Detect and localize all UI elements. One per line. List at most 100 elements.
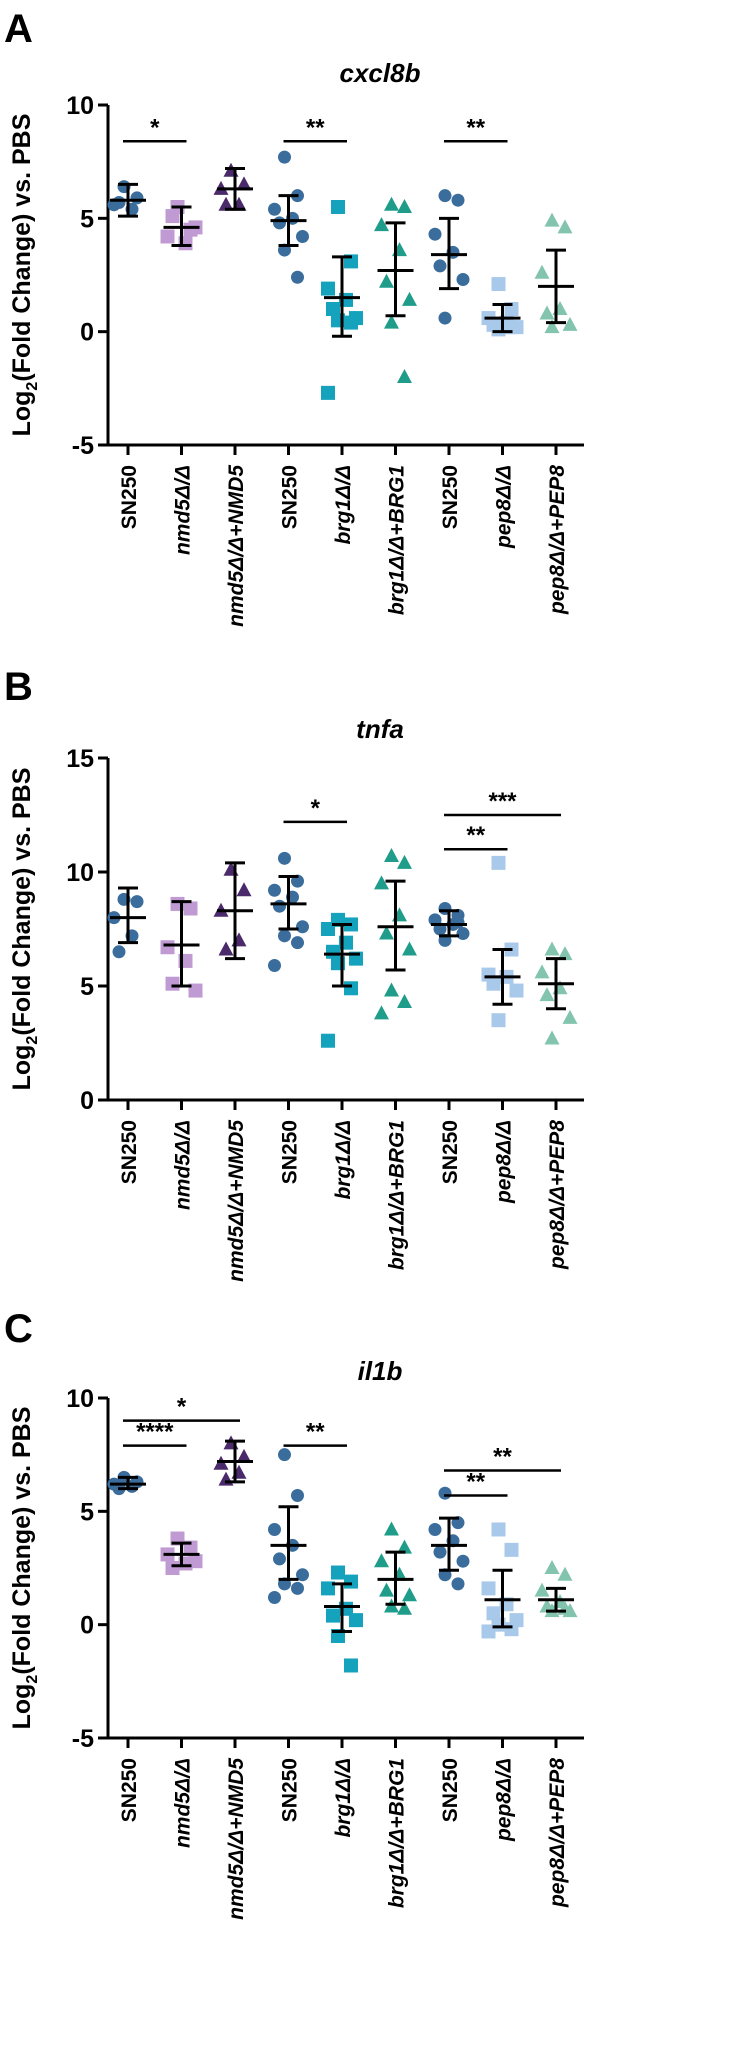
data-point-triangle <box>384 982 399 997</box>
data-point-circle <box>268 1590 281 1604</box>
series-2 <box>213 1435 253 1486</box>
data-point-triangle <box>379 1582 394 1597</box>
data-point-circle <box>278 1448 291 1462</box>
data-point-triangle <box>557 946 573 961</box>
series-0 <box>107 886 146 959</box>
data-point-circle <box>438 1486 452 1500</box>
series-7 <box>481 855 524 1028</box>
y-axis-label-rest: (Fold Change) vs. PBS <box>8 768 36 1036</box>
y-tick-label: 10 <box>66 859 94 887</box>
data-point-circle <box>433 259 447 273</box>
series-7 <box>481 1522 524 1639</box>
y-axis-label-log: Log <box>8 391 36 437</box>
x-tick-label: SN250 <box>439 1120 462 1184</box>
data-point-circle <box>456 927 470 941</box>
data-point-square <box>321 281 335 296</box>
significance-label: ** <box>466 114 485 141</box>
chart-title: il1b <box>358 1356 403 1386</box>
x-tick-label: nmd5Δ/Δ+NMD5 <box>225 465 248 627</box>
data-point-circle <box>273 899 286 913</box>
x-tick-label: SN250 <box>439 1758 462 1822</box>
data-point-triangle <box>374 1005 389 1020</box>
data-point-triangle <box>544 941 560 956</box>
significance-label: ** <box>466 822 485 849</box>
series-8 <box>534 212 578 334</box>
y-tick-label: -5 <box>72 1725 94 1753</box>
data-point-triangle <box>384 314 399 329</box>
data-point-circle <box>273 216 286 230</box>
data-point-square <box>491 277 506 292</box>
data-point-triangle <box>218 941 234 956</box>
data-point-circle <box>296 229 309 243</box>
data-point-circle <box>291 270 304 284</box>
data-point-square <box>344 1658 358 1673</box>
data-point-triangle <box>544 319 560 334</box>
y-axis-label-subscript: 2 <box>24 1036 41 1045</box>
significance-label: ** <box>306 1419 325 1446</box>
y-tick-label: 10 <box>66 1385 94 1413</box>
data-point-triangle <box>218 196 234 211</box>
y-tick-label: -5 <box>72 432 94 460</box>
data-point-circle <box>296 1568 309 1582</box>
data-point-square <box>491 1522 506 1537</box>
data-point-circle <box>291 1581 304 1595</box>
data-point-triangle <box>402 941 417 956</box>
x-tick-label: pep8Δ/Δ+PEP8 <box>546 465 569 615</box>
series-3 <box>268 851 309 972</box>
data-point-square <box>321 385 335 400</box>
data-point-triangle <box>397 993 412 1008</box>
data-point-circle <box>428 227 442 241</box>
data-point-square <box>326 302 340 316</box>
significance-label: * <box>311 795 321 822</box>
data-point-square <box>188 1554 203 1569</box>
x-tick-label: nmd5Δ/Δ <box>172 465 195 555</box>
series-2 <box>213 861 253 961</box>
x-tick-label: SN250 <box>279 1120 302 1184</box>
data-point-triangle <box>534 1582 550 1597</box>
x-tick-label: brg1Δ/Δ+BRG1 <box>386 1120 409 1270</box>
y-axis-label-log: Log <box>8 1045 36 1091</box>
chart-title: cxcl8b <box>340 58 421 88</box>
x-tick-label: pep8Δ/Δ <box>493 1120 516 1204</box>
data-point-square <box>486 1606 501 1621</box>
data-point-triangle <box>374 875 389 890</box>
y-tick-label: 15 <box>66 745 94 773</box>
data-point-circle <box>273 1552 286 1566</box>
y-tick-label: 5 <box>80 205 94 233</box>
data-point-triangle <box>374 217 389 232</box>
series-5 <box>374 1521 417 1615</box>
x-tick-label: SN250 <box>118 465 141 529</box>
data-point-square <box>486 976 501 991</box>
x-tick-label: brg1Δ/Δ <box>332 1758 355 1838</box>
series-0 <box>107 1470 146 1496</box>
data-point-triangle <box>534 964 550 979</box>
series-6 <box>428 189 470 325</box>
data-point-circle <box>433 1545 447 1559</box>
data-point-square <box>160 940 175 955</box>
series-3 <box>268 150 309 284</box>
series-1 <box>160 200 203 251</box>
series-3 <box>268 1448 309 1604</box>
x-tick-label: nmd5Δ/Δ <box>172 1120 195 1210</box>
x-tick-label: SN250 <box>118 1758 141 1822</box>
panel-letter: B <box>4 665 33 709</box>
data-point-triangle <box>236 176 252 191</box>
data-point-triangle <box>397 369 412 383</box>
data-point-circle <box>112 945 126 959</box>
series-5 <box>374 196 417 383</box>
chart-title: tnfa <box>356 714 404 744</box>
significance-label: *** <box>488 788 517 815</box>
data-point-circle <box>456 1554 470 1568</box>
y-axis-label-subscript: 2 <box>24 382 41 391</box>
data-point-triangle <box>544 1030 560 1045</box>
data-point-triangle <box>374 1553 389 1568</box>
x-tick-label: SN250 <box>439 465 462 529</box>
data-point-triangle <box>562 1009 578 1024</box>
data-point-circle <box>296 920 309 934</box>
data-point-circle <box>130 895 144 909</box>
data-point-circle <box>438 189 452 203</box>
series-6 <box>428 1486 470 1591</box>
